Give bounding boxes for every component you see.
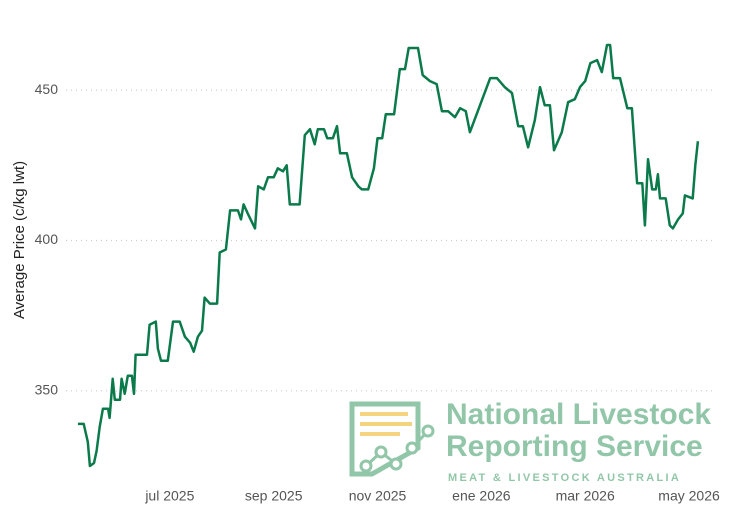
- logo-stripe: [360, 422, 412, 426]
- x-tick-label: jul 2025: [144, 488, 194, 504]
- logo-stripe: [360, 432, 400, 436]
- price-line: [77, 43, 700, 468]
- y-axis-label: Average Price (c/kg lwt): [11, 161, 28, 319]
- x-tick-label: nov 2025: [349, 488, 407, 504]
- grid: 350 400 450 jul 2025 sep 2025 nov 2025 ene 202…: [35, 81, 720, 504]
- logo-tagline: MEAT & LIVESTOCK AUSTRALIA: [448, 472, 681, 484]
- x-tick-label: ene 2026: [452, 488, 511, 504]
- logo-stripe: [360, 412, 408, 416]
- logo-line1: National Livestock: [446, 398, 711, 431]
- plot: [77, 43, 700, 468]
- y-tick-label: 450: [35, 81, 59, 97]
- logo: National Livestock Reporting Service MEA…: [349, 398, 711, 484]
- y-tick-label: 400: [35, 231, 59, 247]
- x-tick-label: mar 2026: [556, 488, 615, 504]
- x-tick-label: may 2026: [658, 488, 720, 504]
- y-tick-label: 350: [35, 382, 59, 398]
- logo-dots: [359, 424, 435, 473]
- logo-line2: Reporting Service: [446, 430, 703, 463]
- x-tick-label: sep 2025: [245, 488, 303, 504]
